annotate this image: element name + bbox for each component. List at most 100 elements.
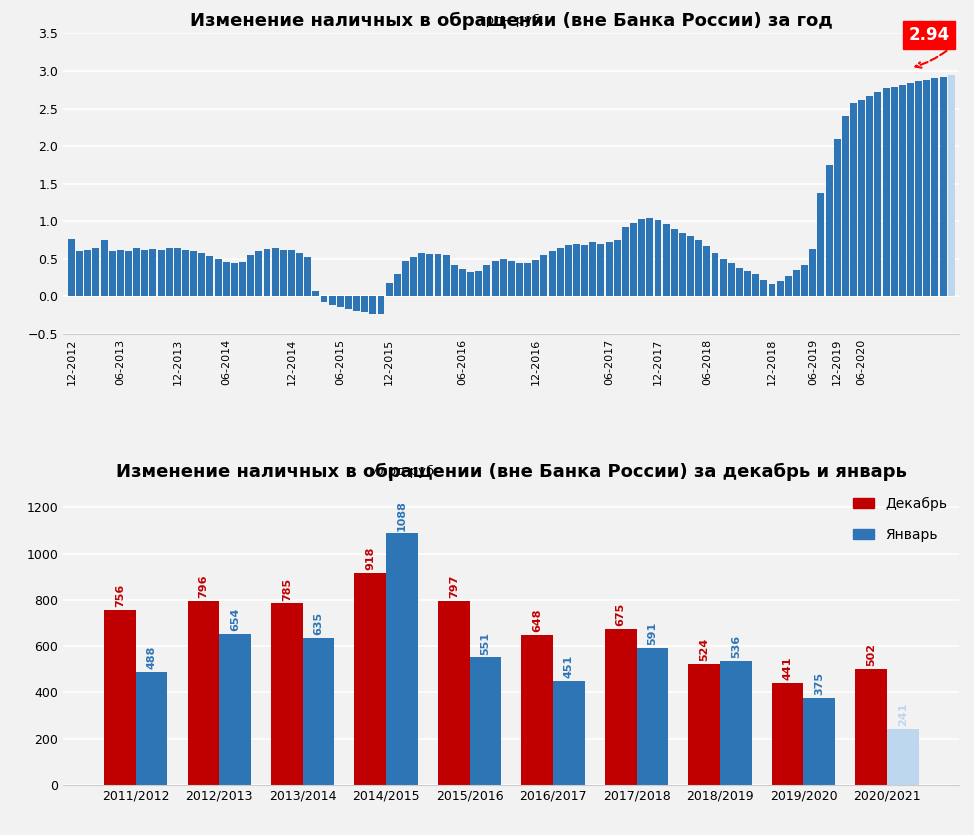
Bar bbox=[548, 251, 555, 296]
Bar bbox=[597, 244, 605, 296]
Bar bbox=[647, 217, 654, 296]
Bar bbox=[288, 250, 295, 296]
Bar bbox=[887, 729, 918, 785]
Bar bbox=[923, 80, 930, 296]
Bar bbox=[354, 296, 360, 311]
Bar bbox=[662, 224, 669, 296]
Bar bbox=[553, 681, 584, 785]
Bar bbox=[239, 262, 246, 296]
Text: 1088: 1088 bbox=[397, 499, 407, 530]
Bar bbox=[206, 256, 213, 296]
Bar bbox=[459, 270, 466, 296]
Text: 675: 675 bbox=[616, 603, 625, 626]
Text: 635: 635 bbox=[314, 612, 323, 635]
Bar bbox=[361, 296, 368, 312]
Bar bbox=[573, 244, 580, 296]
Bar bbox=[410, 256, 417, 296]
Text: 797: 797 bbox=[449, 574, 459, 598]
Bar bbox=[158, 250, 165, 296]
Bar bbox=[687, 236, 694, 296]
Bar bbox=[500, 259, 506, 296]
Bar bbox=[802, 265, 808, 296]
Bar bbox=[720, 661, 752, 785]
Text: 551: 551 bbox=[480, 632, 491, 655]
Text: 796: 796 bbox=[199, 574, 208, 598]
Bar bbox=[104, 610, 135, 785]
Bar bbox=[752, 274, 759, 296]
Bar bbox=[899, 85, 906, 296]
Bar bbox=[728, 263, 734, 296]
Bar bbox=[296, 253, 303, 296]
Bar bbox=[355, 573, 386, 785]
Bar bbox=[948, 75, 955, 296]
Bar bbox=[565, 245, 572, 296]
Bar bbox=[475, 271, 482, 296]
Bar bbox=[850, 104, 857, 296]
Bar bbox=[712, 253, 719, 296]
Bar bbox=[264, 249, 271, 296]
Bar bbox=[272, 248, 279, 296]
Bar bbox=[378, 296, 385, 315]
Bar bbox=[826, 164, 833, 296]
Bar bbox=[776, 281, 784, 296]
Bar bbox=[768, 285, 775, 296]
Bar bbox=[605, 629, 637, 785]
Bar bbox=[630, 223, 637, 296]
Bar bbox=[418, 253, 426, 296]
Bar bbox=[492, 261, 499, 296]
Bar bbox=[125, 251, 131, 296]
Bar bbox=[736, 268, 743, 296]
Title: Изменение наличных в обращении (вне Банка России) за декабрь и январь: Изменение наличных в обращении (вне Банк… bbox=[116, 463, 907, 481]
Bar bbox=[804, 698, 835, 785]
Bar bbox=[427, 254, 433, 296]
Bar bbox=[135, 672, 168, 785]
Bar bbox=[280, 250, 286, 296]
Text: 648: 648 bbox=[532, 609, 543, 632]
Text: 375: 375 bbox=[814, 672, 824, 696]
Bar bbox=[679, 232, 686, 296]
Bar bbox=[386, 283, 393, 296]
Bar bbox=[303, 638, 334, 785]
Bar bbox=[521, 635, 553, 785]
Bar bbox=[133, 248, 140, 296]
Text: 785: 785 bbox=[281, 578, 292, 600]
Bar bbox=[891, 87, 898, 296]
Bar bbox=[468, 271, 474, 296]
Text: 654: 654 bbox=[230, 608, 240, 631]
Bar bbox=[671, 229, 678, 296]
Bar bbox=[541, 256, 547, 296]
Bar bbox=[438, 600, 469, 785]
Bar bbox=[875, 92, 881, 296]
Bar bbox=[785, 276, 792, 296]
Bar bbox=[817, 193, 824, 296]
Bar bbox=[214, 259, 221, 296]
Bar bbox=[443, 256, 450, 296]
Bar bbox=[866, 96, 874, 296]
Bar bbox=[328, 296, 336, 306]
Bar bbox=[313, 291, 319, 296]
Bar bbox=[858, 100, 865, 296]
Text: трлн руб.: трлн руб. bbox=[478, 14, 544, 28]
Bar bbox=[469, 657, 502, 785]
Bar bbox=[622, 226, 629, 296]
Bar bbox=[93, 247, 99, 296]
Bar bbox=[109, 251, 116, 296]
Bar bbox=[589, 242, 596, 296]
Bar bbox=[255, 251, 262, 296]
Text: 502: 502 bbox=[866, 643, 876, 666]
Bar bbox=[219, 634, 251, 785]
Title: Изменение наличных в обращении (вне Банка России) за год: Изменение наличных в обращении (вне Банк… bbox=[190, 13, 833, 30]
Bar bbox=[557, 247, 564, 296]
Bar bbox=[637, 648, 668, 785]
Bar bbox=[345, 296, 352, 309]
Bar bbox=[76, 251, 83, 296]
Text: 488: 488 bbox=[147, 646, 157, 670]
Bar bbox=[882, 89, 889, 296]
Bar bbox=[916, 82, 922, 296]
Bar bbox=[842, 116, 848, 296]
Text: 756: 756 bbox=[115, 584, 125, 607]
Bar bbox=[231, 263, 238, 296]
Bar bbox=[689, 664, 720, 785]
Bar bbox=[271, 604, 303, 785]
Bar bbox=[907, 83, 914, 296]
